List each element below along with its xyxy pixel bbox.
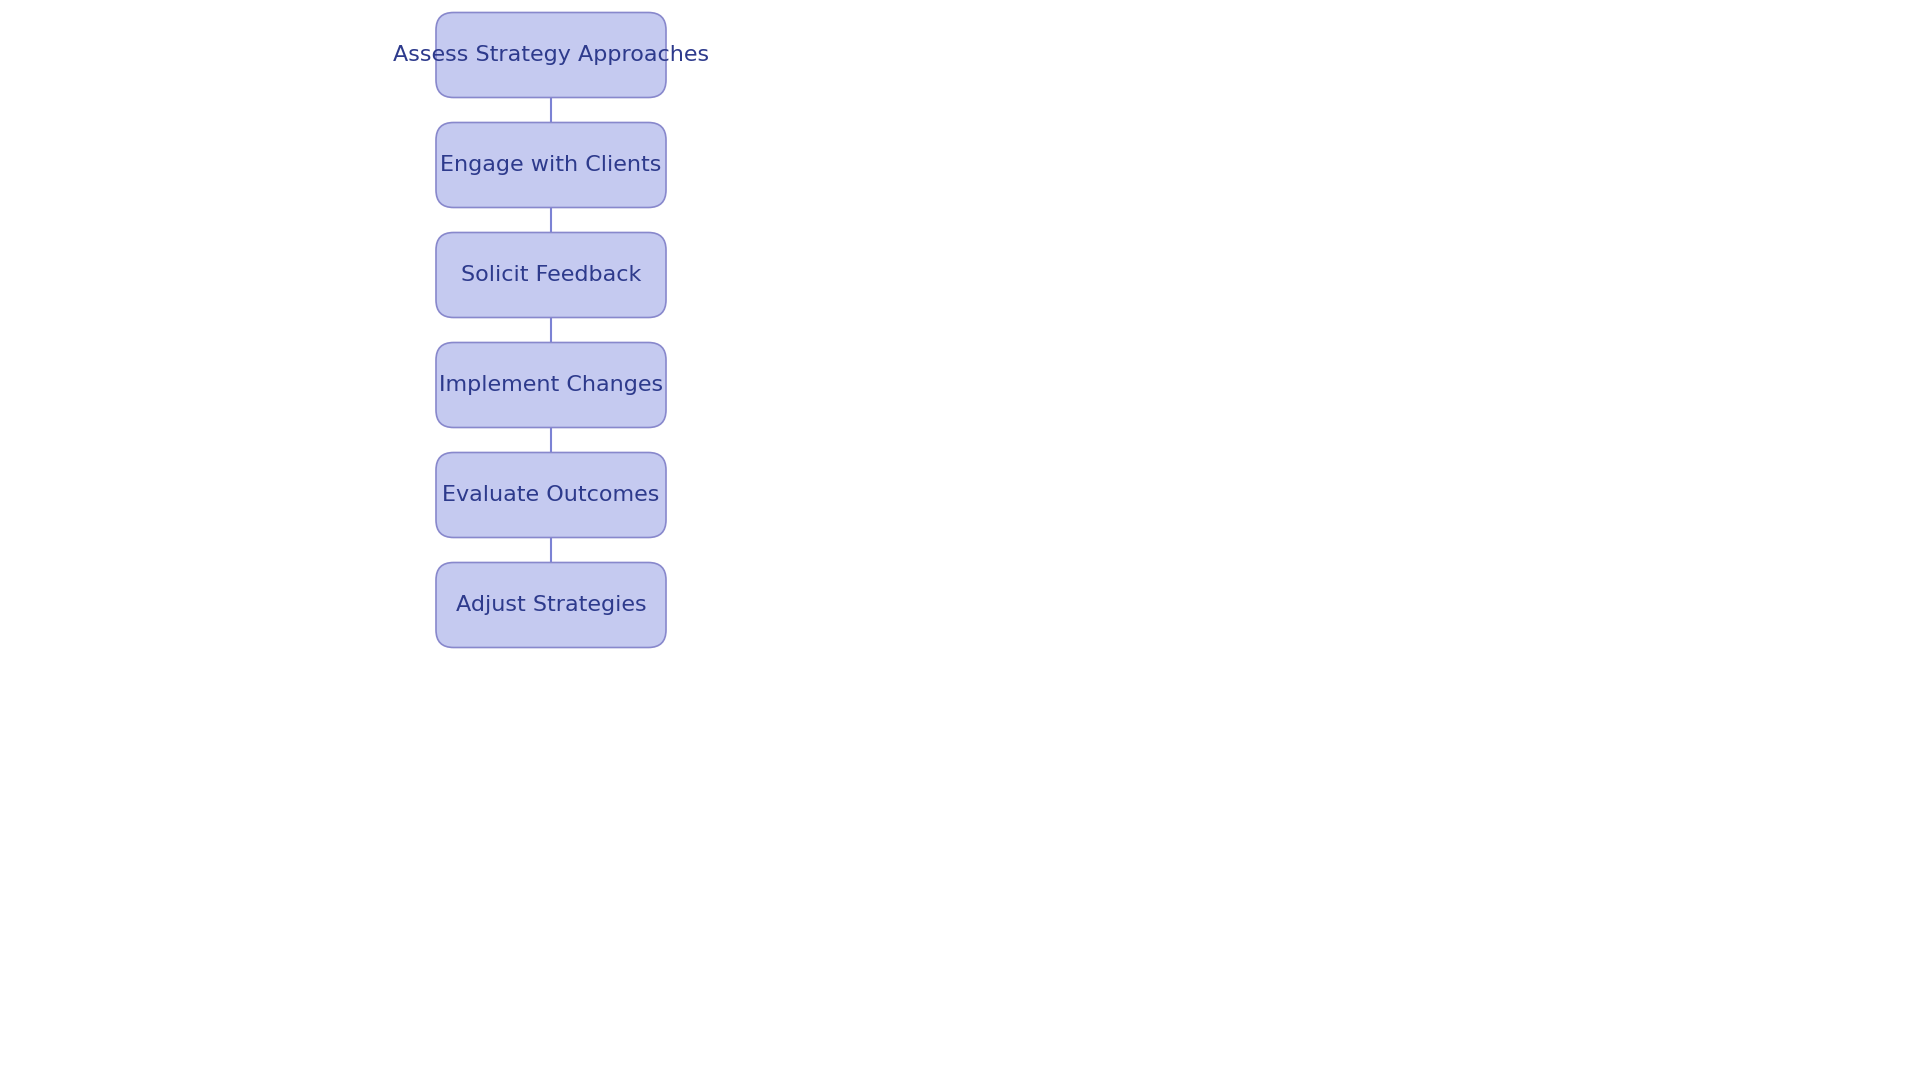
FancyBboxPatch shape <box>436 13 666 97</box>
FancyBboxPatch shape <box>436 453 666 537</box>
Text: Assess Strategy Approaches: Assess Strategy Approaches <box>394 45 708 65</box>
FancyBboxPatch shape <box>436 562 666 648</box>
Text: Adjust Strategies: Adjust Strategies <box>455 595 647 615</box>
Text: Solicit Feedback: Solicit Feedback <box>461 265 641 285</box>
FancyBboxPatch shape <box>436 342 666 428</box>
Text: Implement Changes: Implement Changes <box>440 375 662 395</box>
Text: Evaluate Outcomes: Evaluate Outcomes <box>442 485 660 505</box>
FancyBboxPatch shape <box>436 122 666 208</box>
Text: Engage with Clients: Engage with Clients <box>440 155 662 175</box>
FancyBboxPatch shape <box>436 233 666 317</box>
